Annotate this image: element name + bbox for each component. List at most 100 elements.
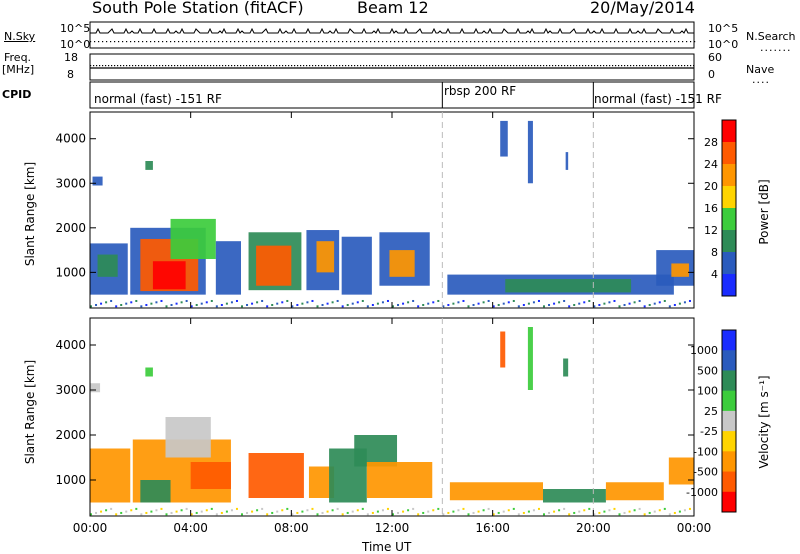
nsearch-dot (550, 41, 552, 43)
nsearch-dot (594, 41, 596, 43)
nave-dot (378, 65, 380, 67)
nave-dot (177, 65, 179, 67)
scatter-point (648, 511, 651, 514)
nave-dot (315, 65, 317, 67)
colorbar-frame (721, 119, 737, 297)
nave-dot (669, 65, 671, 67)
scatter-point (230, 301, 233, 304)
nsearch-dot (126, 41, 128, 43)
nave-dot (141, 65, 143, 67)
scatter-point (432, 509, 435, 512)
colorbar-tick-label: 100 (697, 385, 718, 398)
scatter-point (563, 299, 566, 302)
nave-dot (264, 65, 266, 67)
nave-dot (666, 65, 668, 67)
nave-dot (297, 65, 299, 67)
nave-dot (531, 65, 533, 67)
nave-dot (180, 65, 182, 67)
nsearch-dot (190, 41, 192, 43)
nave-dot (543, 65, 545, 67)
nave-dot (441, 65, 443, 67)
nsearch-dot (502, 41, 504, 43)
nave-dot (246, 65, 248, 67)
nave-dot (198, 65, 200, 67)
data-patch (527, 327, 533, 390)
scatter-point (553, 302, 556, 305)
colorbar-swatch (722, 431, 736, 452)
nave-dot (270, 65, 272, 67)
scatter-point (165, 305, 168, 308)
nave-dot (207, 65, 209, 67)
nave-dot (690, 65, 692, 67)
colorbar-tick-label: 1000 (690, 344, 718, 357)
data-patch (170, 218, 216, 259)
nsearch-dot (342, 41, 344, 43)
colorbar-swatch (722, 252, 736, 275)
scatter-point (392, 305, 394, 308)
scatter-point (145, 303, 148, 306)
nave-dot (567, 65, 569, 67)
nave-dot (111, 65, 113, 67)
nsearch-dot (174, 41, 176, 43)
nave-dot (555, 65, 557, 67)
nsearch-dot (98, 41, 100, 43)
freq-tick-bottom: 8 (67, 68, 74, 81)
nave-dot (459, 65, 461, 67)
nave-dot (417, 65, 419, 67)
scatter-point (492, 305, 495, 308)
scatter-point (668, 513, 671, 516)
scatter-point (522, 303, 525, 306)
nsearch-dot (326, 41, 328, 43)
scatter-point (452, 302, 455, 305)
nave-dot (168, 65, 170, 67)
nave-dot (135, 65, 137, 67)
scatter-point (316, 513, 319, 516)
nsearch-dot (490, 41, 492, 43)
nave-dot (99, 65, 101, 67)
scatter-point (527, 302, 530, 305)
colorbar-tick-label: -500 (693, 466, 718, 479)
scatter-point (422, 511, 425, 514)
nsearch-dot (314, 41, 316, 43)
nsearch-dot (666, 41, 668, 43)
nsearch-dot (678, 41, 680, 43)
scatter-point (548, 303, 551, 306)
nsearch-dot (382, 41, 384, 43)
nave-dot (321, 65, 323, 67)
nsearch-dot (110, 41, 112, 43)
scatter-point (135, 299, 138, 302)
data-patch (152, 261, 186, 290)
nsearch-dot (338, 41, 340, 43)
ytick-label-power: 4000 (55, 132, 86, 146)
scatter-point (688, 507, 691, 510)
ytick-label-velocity: 2000 (55, 428, 86, 442)
nsearch-dot (146, 41, 148, 43)
nave-dot (636, 65, 638, 67)
scatter-point (623, 303, 626, 306)
nsearch-dot (642, 41, 644, 43)
nsearch-dot (442, 41, 444, 43)
nave-dot (447, 65, 449, 67)
nave-dot (552, 65, 554, 67)
scatter-point (336, 507, 339, 510)
nsearch-dot (402, 41, 404, 43)
nave-dot (210, 65, 212, 67)
scatter-point (165, 513, 168, 516)
scatter-point (558, 301, 561, 304)
xtick-label: 16:00 (475, 521, 510, 535)
nsearch-dot (390, 41, 392, 43)
nave-dot (387, 65, 389, 67)
nave-dot (294, 65, 296, 67)
data-patch (97, 254, 118, 277)
ytick-label-velocity: 3000 (55, 383, 86, 397)
scatter-point (100, 510, 103, 513)
nsearch-dot (478, 41, 480, 43)
scatter-point (170, 511, 173, 514)
nsearch-dot (598, 41, 600, 43)
scatter-point (683, 509, 686, 512)
scatter-point (90, 513, 92, 516)
nsearch-dot (526, 41, 528, 43)
scatter-point (482, 509, 485, 512)
nave-dot (495, 65, 497, 67)
scatter-point (331, 509, 334, 512)
